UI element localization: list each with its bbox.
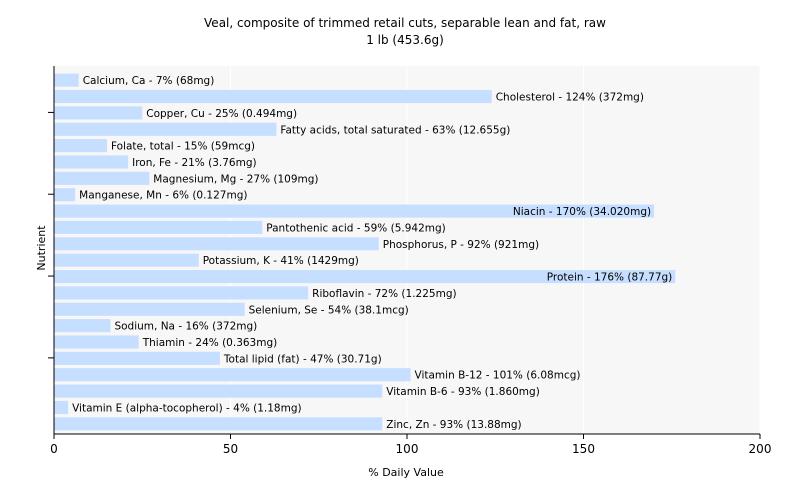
bar-label: Folate, total - 15% (59mcg) xyxy=(111,141,255,153)
bar-label: Iron, Fe - 21% (3.76mg) xyxy=(132,157,256,169)
bar-label: Thiamin - 24% (0.363mg) xyxy=(142,337,278,349)
bar-label: Pantothenic acid - 59% (5.942mg) xyxy=(266,222,445,234)
bar-label: Fatty acids, total saturated - 63% (12.6… xyxy=(280,124,510,136)
bar-label: Zinc, Zn - 93% (13.88mg) xyxy=(386,419,521,431)
bars-group: Calcium, Ca - 7% (68mg) Cholesterol - 124… xyxy=(54,73,676,431)
bar xyxy=(54,384,383,398)
bar-label: Manganese, Mn - 6% (0.127mg) xyxy=(79,190,247,202)
bar xyxy=(54,319,111,333)
axes-group: 0 50 100 150 200 xyxy=(48,66,771,456)
bar xyxy=(54,417,383,431)
bar xyxy=(54,220,263,234)
bar-label: Protein - 176% (87.77g) xyxy=(547,272,673,284)
bar xyxy=(54,368,411,382)
x-axis-label: % Daily Value xyxy=(368,466,444,479)
bar xyxy=(54,302,245,316)
bar-label: Copper, Cu - 25% (0.494mg) xyxy=(146,108,297,120)
x-tick-label: 0 xyxy=(50,442,58,456)
bar-label: Vitamin E (alpha-tocopherol) - 4% (1.18m… xyxy=(72,402,302,414)
x-tick-label: 200 xyxy=(749,442,772,456)
bar-label: Magnesium, Mg - 27% (109mg) xyxy=(153,173,318,185)
bar xyxy=(54,155,129,169)
bar xyxy=(54,73,79,87)
bar-label: Sodium, Na - 16% (372mg) xyxy=(114,321,257,333)
bar-label: Selenium, Se - 54% (38.1mcg) xyxy=(249,304,409,316)
bar-label: Vitamin B-6 - 93% (1.860mg) xyxy=(386,386,540,398)
bar xyxy=(54,270,676,284)
bar xyxy=(54,139,107,153)
x-tick-label: 50 xyxy=(223,442,238,456)
bar-label: Niacin - 170% (34.020mg) xyxy=(513,206,651,218)
bar-label: Total lipid (fat) - 47% (30.71g) xyxy=(223,353,382,365)
bar-label: Vitamin B-12 - 101% (6.08mcg) xyxy=(415,370,581,382)
bar-label: Calcium, Ca - 7% (68mg) xyxy=(83,75,215,87)
bar xyxy=(54,237,379,251)
x-tick-label: 150 xyxy=(572,442,595,456)
bar xyxy=(54,351,220,365)
chart-subtitle: 1 lb (453.6g) xyxy=(366,33,444,47)
bar-label: Riboflavin - 72% (1.225mg) xyxy=(312,288,456,300)
bar xyxy=(54,204,655,218)
y-axis-label: Nutrient xyxy=(35,225,48,271)
bar xyxy=(54,286,309,300)
bar-label: Potassium, K - 41% (1429mg) xyxy=(203,255,359,267)
chart-title: Veal, composite of trimmed retail cuts, … xyxy=(204,16,606,30)
bar-label: Cholesterol - 124% (372mg) xyxy=(496,92,644,104)
bar xyxy=(54,253,199,267)
bar xyxy=(54,106,143,120)
x-tick-label: 100 xyxy=(396,442,419,456)
bar xyxy=(54,90,492,104)
bar xyxy=(54,188,76,202)
bar xyxy=(54,335,139,349)
bar xyxy=(54,171,150,185)
bar xyxy=(54,400,69,414)
bar-label: Phosphorus, P - 92% (921mg) xyxy=(383,239,539,251)
bar xyxy=(54,122,277,136)
